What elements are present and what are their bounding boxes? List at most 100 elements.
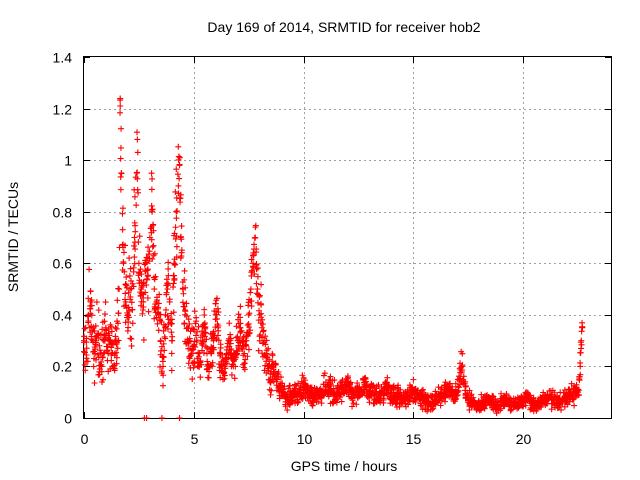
data-point xyxy=(246,310,253,317)
data-point xyxy=(146,258,153,265)
data-point xyxy=(197,374,204,381)
x-tick-label: 0 xyxy=(81,431,89,447)
data-point xyxy=(115,285,122,292)
data-point xyxy=(88,297,95,304)
data-point xyxy=(158,368,165,375)
data-point xyxy=(127,286,134,293)
data-point xyxy=(468,391,475,398)
y-axis-label: SRMTID / TECUs xyxy=(5,182,21,292)
data-point xyxy=(385,390,392,397)
data-point xyxy=(227,335,234,342)
data-point xyxy=(256,337,263,344)
data-point xyxy=(128,342,135,349)
data-point xyxy=(258,281,265,288)
data-point xyxy=(254,286,261,293)
data-point xyxy=(366,399,373,406)
data-point xyxy=(177,199,184,206)
data-point xyxy=(214,295,221,302)
data-point xyxy=(459,367,466,374)
data-point xyxy=(270,366,277,373)
data-point xyxy=(173,243,180,250)
data-point xyxy=(286,382,293,389)
data-point xyxy=(139,310,146,317)
data-point xyxy=(193,338,200,345)
data-point xyxy=(148,170,155,177)
data-point xyxy=(242,356,249,363)
data-point xyxy=(478,391,485,398)
data-point xyxy=(127,293,134,300)
data-point xyxy=(112,333,119,340)
data-point xyxy=(437,392,444,399)
data-point xyxy=(460,373,467,380)
data-point xyxy=(305,397,312,404)
data-point xyxy=(176,154,183,161)
data-point xyxy=(267,379,274,386)
data-point xyxy=(210,346,217,353)
data-point xyxy=(172,261,179,268)
data-point xyxy=(460,376,467,383)
data-point xyxy=(337,394,344,401)
data-point xyxy=(114,345,121,352)
data-point xyxy=(176,161,183,168)
data-point xyxy=(181,276,188,283)
x-tick-label: 20 xyxy=(516,431,532,447)
data-point xyxy=(239,339,246,346)
data-point xyxy=(168,329,175,336)
data-point xyxy=(131,254,138,261)
data-point xyxy=(455,384,462,391)
data-point xyxy=(246,324,253,331)
data-point xyxy=(375,381,382,388)
data-point xyxy=(177,191,184,198)
data-point xyxy=(349,388,356,395)
data-point xyxy=(187,328,194,335)
data-point xyxy=(186,320,193,327)
data-point xyxy=(575,391,582,398)
data-point xyxy=(201,311,208,318)
data-point xyxy=(130,242,137,249)
data-point xyxy=(310,391,317,398)
data-point xyxy=(170,284,177,291)
data-point xyxy=(327,381,334,388)
data-point xyxy=(380,392,387,399)
data-point xyxy=(142,259,149,266)
data-point xyxy=(251,235,258,242)
data-point xyxy=(193,318,200,325)
y-tick-label: 0.6 xyxy=(53,256,73,272)
data-point xyxy=(185,316,192,323)
data-point xyxy=(292,385,299,392)
data-point xyxy=(227,331,234,338)
data-point xyxy=(165,272,172,279)
data-point xyxy=(172,224,179,231)
data-point xyxy=(143,254,150,261)
data-point xyxy=(150,227,157,234)
data-point xyxy=(108,328,115,335)
data-point xyxy=(295,399,302,406)
data-point xyxy=(520,402,527,409)
data-point xyxy=(393,395,400,402)
data-point xyxy=(165,259,172,266)
data-point xyxy=(153,314,160,321)
data-point xyxy=(556,400,563,407)
data-point xyxy=(278,386,285,393)
data-point xyxy=(521,396,528,403)
chart-title: Day 169 of 2014, SRMTID for receiver hob… xyxy=(207,19,480,35)
data-point xyxy=(110,341,117,348)
data-point xyxy=(125,318,132,325)
data-point xyxy=(175,182,182,189)
data-point xyxy=(175,143,182,150)
data-point xyxy=(127,265,134,272)
data-point xyxy=(382,379,389,386)
data-point xyxy=(367,382,374,389)
data-point xyxy=(146,248,153,255)
data-point xyxy=(362,376,369,383)
data-point xyxy=(255,347,262,354)
data-point xyxy=(248,297,255,304)
data-point xyxy=(96,342,103,349)
data-point xyxy=(169,337,176,344)
data-point xyxy=(493,399,500,406)
data-point xyxy=(464,389,471,396)
data-point xyxy=(371,392,378,399)
data-point xyxy=(192,332,199,339)
y-tick-label: 1.4 xyxy=(53,50,73,66)
data-point xyxy=(134,136,141,143)
